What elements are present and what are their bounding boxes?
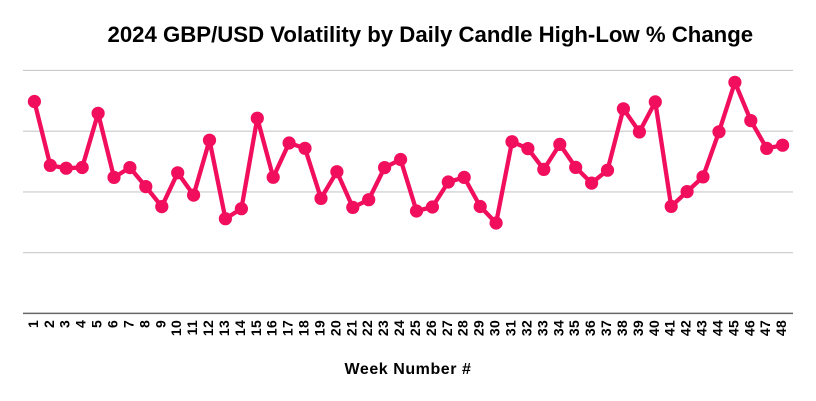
svg-text:21: 21 <box>343 320 359 336</box>
svg-text:4: 4 <box>73 320 89 328</box>
svg-text:47: 47 <box>757 320 773 336</box>
svg-text:42: 42 <box>678 320 694 336</box>
svg-text:34: 34 <box>550 320 566 336</box>
svg-text:19: 19 <box>312 320 328 336</box>
svg-text:39: 39 <box>630 320 646 336</box>
svg-text:23: 23 <box>375 320 391 336</box>
svg-text:20: 20 <box>327 320 343 336</box>
svg-text:10: 10 <box>168 320 184 336</box>
svg-text:18: 18 <box>296 320 312 336</box>
svg-text:32: 32 <box>518 320 534 336</box>
svg-text:14: 14 <box>232 320 248 336</box>
svg-text:3: 3 <box>57 320 73 328</box>
svg-text:Week Number #: Week Number # <box>345 361 472 378</box>
svg-text:29: 29 <box>471 320 487 336</box>
svg-text:30: 30 <box>487 320 503 336</box>
svg-text:25: 25 <box>407 320 423 336</box>
svg-text:36: 36 <box>582 320 598 336</box>
svg-text:22: 22 <box>359 320 375 336</box>
svg-text:8: 8 <box>136 320 152 328</box>
svg-text:44: 44 <box>710 320 726 336</box>
svg-text:12: 12 <box>200 320 216 336</box>
svg-text:24: 24 <box>391 320 407 336</box>
svg-text:37: 37 <box>598 320 614 336</box>
svg-text:33: 33 <box>534 320 550 336</box>
svg-text:26: 26 <box>423 320 439 336</box>
svg-text:41: 41 <box>662 320 678 336</box>
svg-text:2: 2 <box>41 320 57 328</box>
svg-text:31: 31 <box>503 320 519 336</box>
svg-text:40: 40 <box>646 320 662 336</box>
svg-text:5: 5 <box>89 320 105 328</box>
svg-text:16: 16 <box>264 320 280 336</box>
svg-text:2024 GBP/USD Volatility by Dai: 2024 GBP/USD Volatility by Daily Candle … <box>107 22 753 47</box>
svg-text:15: 15 <box>248 320 264 336</box>
svg-text:35: 35 <box>566 320 582 336</box>
svg-text:9: 9 <box>152 320 168 328</box>
svg-text:38: 38 <box>614 320 630 336</box>
svg-text:7: 7 <box>120 320 136 328</box>
svg-text:17: 17 <box>280 320 296 336</box>
svg-text:28: 28 <box>455 320 471 336</box>
svg-text:48: 48 <box>773 320 789 336</box>
svg-text:13: 13 <box>216 320 232 336</box>
svg-text:27: 27 <box>439 320 455 336</box>
svg-text:1: 1 <box>25 320 41 328</box>
svg-text:45: 45 <box>725 320 741 336</box>
svg-text:6: 6 <box>105 320 121 328</box>
svg-text:46: 46 <box>741 320 757 336</box>
svg-text:11: 11 <box>184 320 200 335</box>
svg-text:43: 43 <box>694 320 710 336</box>
